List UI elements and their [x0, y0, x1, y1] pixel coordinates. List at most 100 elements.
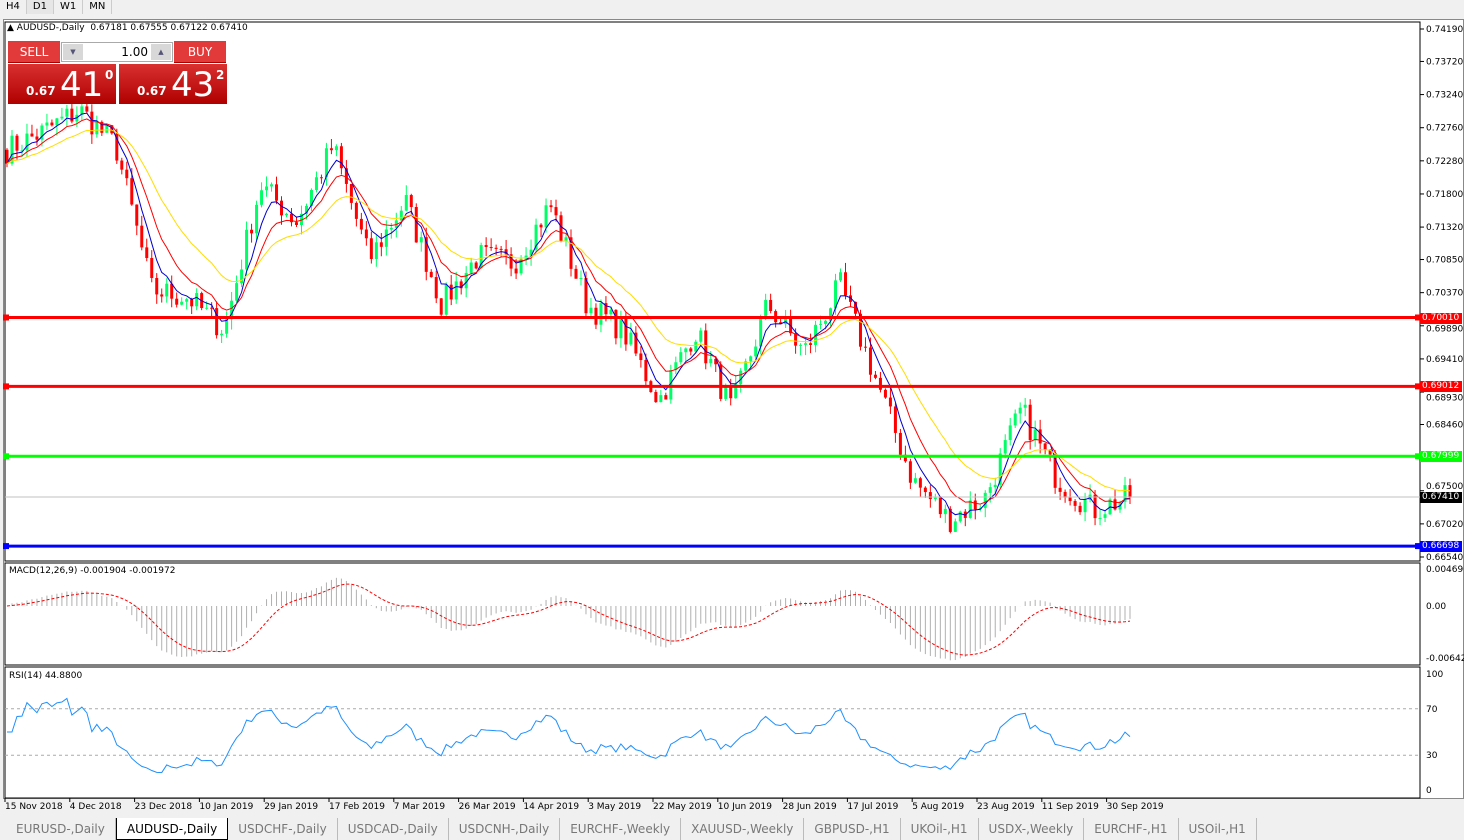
candle-body: [1053, 454, 1057, 488]
candle-body: [65, 108, 69, 117]
candle-body: [374, 242, 378, 259]
candle-body: [873, 374, 877, 378]
buy-button[interactable]: BUY: [174, 41, 226, 63]
tf-mn[interactable]: MN: [83, 0, 113, 14]
candle-body: [829, 308, 833, 321]
date-tick-label: 23 Aug 2019: [977, 802, 1035, 812]
candle-body: [729, 386, 733, 399]
candle-body: [734, 384, 738, 399]
candle-body: [454, 281, 458, 300]
chart-tab[interactable]: AUDUSD-,Daily: [115, 818, 229, 840]
candle-body: [70, 108, 74, 122]
candle-body: [674, 362, 678, 371]
candle-body: [294, 222, 298, 225]
rsi-line: [7, 697, 1131, 774]
rsi-axis-label: 70: [1426, 705, 1438, 715]
chart-tab[interactable]: USDCNH-,Daily: [449, 818, 561, 840]
candle-body: [115, 133, 119, 161]
sell-price-big: 41: [60, 65, 104, 105]
candle-body: [220, 333, 224, 336]
candle-body: [384, 229, 388, 247]
lot-value[interactable]: 1.00: [121, 45, 148, 59]
candle-body: [85, 106, 89, 112]
candle-body: [469, 262, 473, 273]
level-handle: [3, 543, 9, 550]
price-tick-label: 0.73720: [1426, 57, 1463, 67]
chart-tab[interactable]: EURCHF-,H1: [1084, 818, 1179, 840]
chart-tab[interactable]: USDCAD-,Daily: [338, 818, 449, 840]
main-chart-frame: [4, 21, 1421, 562]
price-tick-label: 0.67500: [1426, 482, 1463, 492]
candle-body: [324, 148, 328, 178]
chart-canvas[interactable]: 0.74190 0.73720 0.73240 0.72760 0.72280 0.718…: [0, 0, 1464, 818]
candle-body: [444, 284, 448, 315]
chart-tab[interactable]: USDCHF-,Daily: [228, 818, 338, 840]
chart-tab[interactable]: UKOil-,H1: [901, 818, 979, 840]
chart-window[interactable]: [3, 19, 1464, 799]
candle-body: [424, 237, 428, 272]
candle-body: [848, 295, 852, 302]
candle-body: [644, 360, 648, 382]
candle-body: [414, 207, 418, 243]
chart-tab[interactable]: EURUSD-,Daily: [6, 818, 116, 840]
chart-tab[interactable]: GBPUSD-,H1: [804, 818, 901, 840]
sell-price-pip: 0: [105, 68, 114, 82]
candle-body: [190, 299, 194, 307]
chart-tab[interactable]: XAUUSD-,Weekly: [681, 818, 805, 840]
candle-body: [699, 330, 703, 342]
candle-body: [1113, 499, 1117, 510]
candle-body: [883, 389, 887, 398]
candle-body: [1078, 505, 1082, 513]
candle-body: [299, 213, 303, 225]
candle-body: [863, 346, 867, 348]
candle-body: [494, 247, 498, 249]
candle-body: [484, 245, 488, 248]
tf-h4[interactable]: H4: [0, 0, 27, 14]
lot-size-input[interactable]: ▼ 1.00 ▲: [61, 42, 173, 62]
level-handle: [1415, 543, 1421, 550]
candle-body: [40, 125, 44, 140]
tf-w1[interactable]: W1: [54, 0, 84, 14]
candle-body: [569, 237, 573, 269]
candle-body: [185, 299, 189, 302]
chart-tab[interactable]: USDX-,Weekly: [979, 818, 1085, 840]
candle-body: [549, 205, 553, 208]
candle-body: [903, 454, 907, 462]
rsi-axis-label: 100: [1426, 670, 1443, 680]
buy-price[interactable]: 0.67 43 2: [119, 64, 227, 104]
candle-body: [918, 478, 922, 488]
candle-body: [988, 487, 992, 493]
lot-increase-icon[interactable]: ▲: [151, 44, 171, 60]
candle-body: [260, 190, 264, 205]
chart-tab[interactable]: EURCHF-,Weekly: [560, 818, 682, 840]
candle-body: [809, 343, 813, 345]
date-tick-label: 17 Feb 2019: [329, 802, 385, 812]
candle-body: [334, 146, 338, 151]
price-tick-label: 0.68460: [1426, 420, 1463, 430]
candle-body: [634, 332, 638, 354]
candle-body: [354, 202, 358, 219]
sell-button[interactable]: SELL: [8, 41, 60, 63]
candle-body: [1123, 485, 1127, 502]
candle-body: [5, 149, 9, 164]
candle-body: [429, 271, 433, 278]
candle-body: [819, 323, 823, 325]
candle-body: [559, 215, 563, 242]
candle-body: [604, 303, 608, 315]
candle-body: [579, 278, 583, 280]
sell-price[interactable]: 0.67 41 0: [8, 64, 116, 104]
tf-d1[interactable]: D1: [26, 0, 54, 14]
candle-body: [664, 395, 668, 400]
candle-body: [349, 183, 353, 203]
lot-decrease-icon[interactable]: ▼: [63, 44, 83, 60]
chart-tab[interactable]: USOil-,H1: [1179, 818, 1257, 840]
candle-body: [998, 453, 1002, 485]
price-tick-label: 0.67020: [1426, 520, 1463, 530]
candle-body: [779, 322, 783, 325]
candle-body: [180, 301, 184, 305]
candle-body: [858, 313, 862, 347]
candle-body: [764, 299, 768, 319]
candle-body: [719, 364, 723, 399]
candle-body: [379, 242, 383, 247]
candle-body: [519, 258, 523, 274]
